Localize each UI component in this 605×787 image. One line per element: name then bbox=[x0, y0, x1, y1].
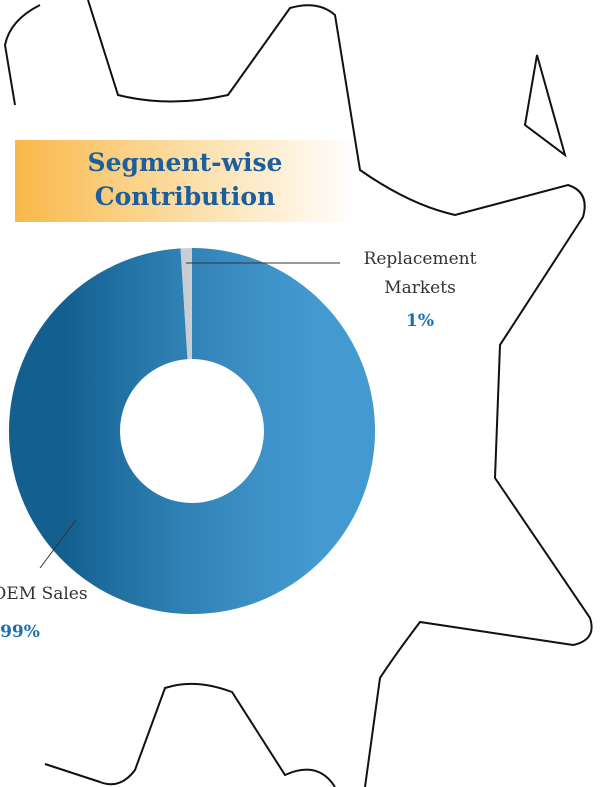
value-label: 99% bbox=[0, 622, 40, 642]
title-band bbox=[15, 140, 355, 222]
leader-line bbox=[39, 519, 77, 569]
category-label: Replacement Markets bbox=[363, 249, 477, 298]
donut bbox=[8, 248, 376, 615]
category-label: OEM Sales bbox=[0, 584, 88, 604]
gear-outline bbox=[3, 0, 593, 787]
value-label: 1% bbox=[406, 311, 434, 331]
donut-slice bbox=[8, 248, 376, 615]
chart-title: Segment-wise Contribution bbox=[87, 148, 283, 211]
